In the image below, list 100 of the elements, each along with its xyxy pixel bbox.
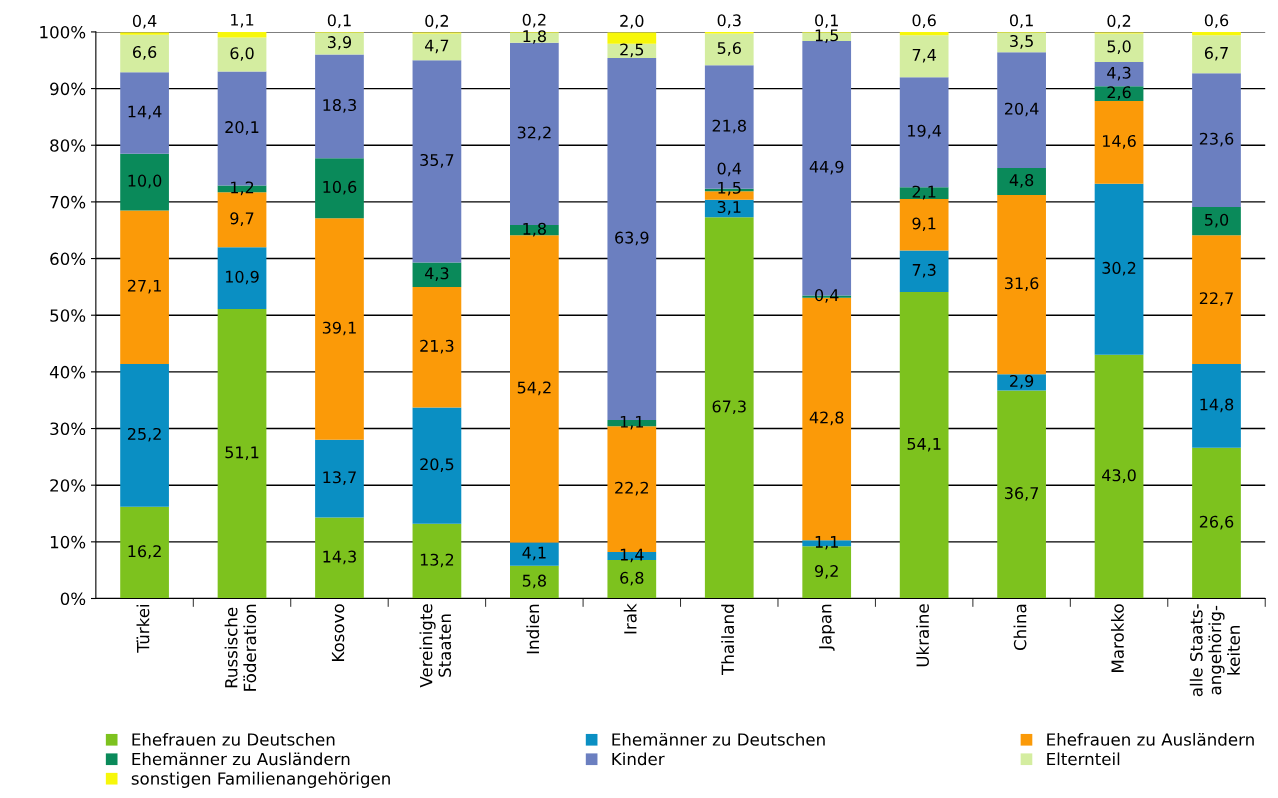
data-label: 2,1 [912,185,936,200]
bar [510,32,559,43]
bar [899,35,949,78]
bar [217,308,267,599]
y-tick-label: 80% [50,139,86,152]
bar [1192,206,1241,236]
data-label: 9,1 [912,217,936,232]
data-label: 1,8 [523,222,546,237]
data-label: 6,0 [230,47,254,61]
bar [315,439,364,518]
data-label: 44,9 [809,160,844,175]
data-label: 14,6 [1103,134,1136,149]
data-label: 39,1 [322,321,356,336]
bar [997,52,1046,168]
data-label: 6,8 [620,571,644,586]
data-label: 0,1 [327,14,351,28]
y-tick-label: 90% [50,82,86,96]
data-label: 42,8 [809,411,844,426]
legend-label: Ehefrauen zu Deutschen [132,732,335,746]
data-label: 1,8 [523,30,546,44]
legend-label: Ehefrauen zu Ausländern [1047,732,1254,746]
data-label: 4,3 [425,267,449,281]
data-label: 13,7 [323,471,356,485]
data-label: 22,7 [1199,292,1233,306]
data-label: 20,5 [420,458,454,472]
bar [1192,73,1241,207]
data-label: 54,2 [517,381,551,396]
bar [120,72,169,154]
bar [997,167,1046,196]
bar [315,218,364,440]
bar [217,31,267,38]
bar [899,199,949,251]
x-tick-label: Irak [623,603,637,634]
data-label: 36,7 [1005,487,1039,501]
x-tick-label: Ukraine [916,604,929,667]
y-tick-label: 0% [60,592,86,606]
data-label: 51,1 [225,446,259,460]
x-tick-label: China [1013,604,1027,651]
bar [412,286,462,408]
data-label: 9,7 [230,212,254,227]
y-tick-label: 20% [50,479,86,492]
y-tick-label: 100% [40,25,86,39]
bar [1192,363,1241,448]
data-label: 21,3 [420,339,454,354]
y-tick-label: 50% [50,309,86,322]
data-label: 18,3 [323,98,356,113]
x-tick-label: Thailand [721,604,735,675]
bar [315,54,364,159]
data-label: 32,2 [517,126,551,141]
bar [1094,33,1144,62]
legend-label: sonstigen Familienangehörigen [131,771,390,788]
legend-label: Ehemänner zu Ausländern [132,752,350,766]
legend-label: Elternteil [1047,752,1120,766]
data-label: 1,4 [620,548,644,563]
data-label: 67,3 [712,400,746,415]
bar [899,250,949,292]
x-tick-label: Kosovo [331,604,345,661]
bar [412,33,462,61]
bar [1094,354,1144,599]
data-label: 31,6 [1005,277,1039,291]
bar [510,542,559,566]
data-label: 20,4 [1004,102,1039,117]
data-label: 54,1 [907,438,941,452]
bar [412,262,462,287]
data-label: 0,6 [1204,14,1229,28]
bar [120,210,169,364]
data-label: 20,1 [225,121,259,135]
bar [120,32,169,35]
bar [120,506,169,599]
data-label: 14,3 [323,550,356,565]
y-tick-label: 60% [50,252,86,266]
data-label: 25,2 [127,427,161,442]
bar [412,60,462,263]
x-tick-label: Indien [526,604,540,654]
data-label: 27,1 [127,279,161,294]
bar [899,291,949,599]
data-label: 0,2 [425,14,449,29]
data-label: 4,8 [1009,174,1034,188]
bar [412,407,462,524]
data-label: 2,6 [1107,86,1131,100]
bar [412,523,462,599]
data-label: 3,5 [1010,34,1033,49]
bar [1094,101,1144,184]
y-tick-label: 10% [50,535,86,549]
data-label: 43,0 [1102,469,1136,483]
data-label: 2,5 [620,43,644,58]
data-label: 26,6 [1199,515,1234,530]
bar [1192,235,1241,364]
legend-label: Ehemänner zu Deutschen [612,732,825,746]
bar [120,363,169,507]
data-label: 23,6 [1199,132,1234,147]
data-label: 7,4 [912,49,936,63]
x-tick-label: Marokko [1110,604,1124,672]
data-label: 16,2 [128,545,161,559]
data-label: 1,5 [815,29,839,43]
data-label: 3,1 [717,200,741,215]
data-label: 13,2 [420,553,454,568]
data-label: 4,1 [522,546,546,561]
data-label: 6,6 [132,46,157,60]
data-label: 22,2 [615,481,648,496]
